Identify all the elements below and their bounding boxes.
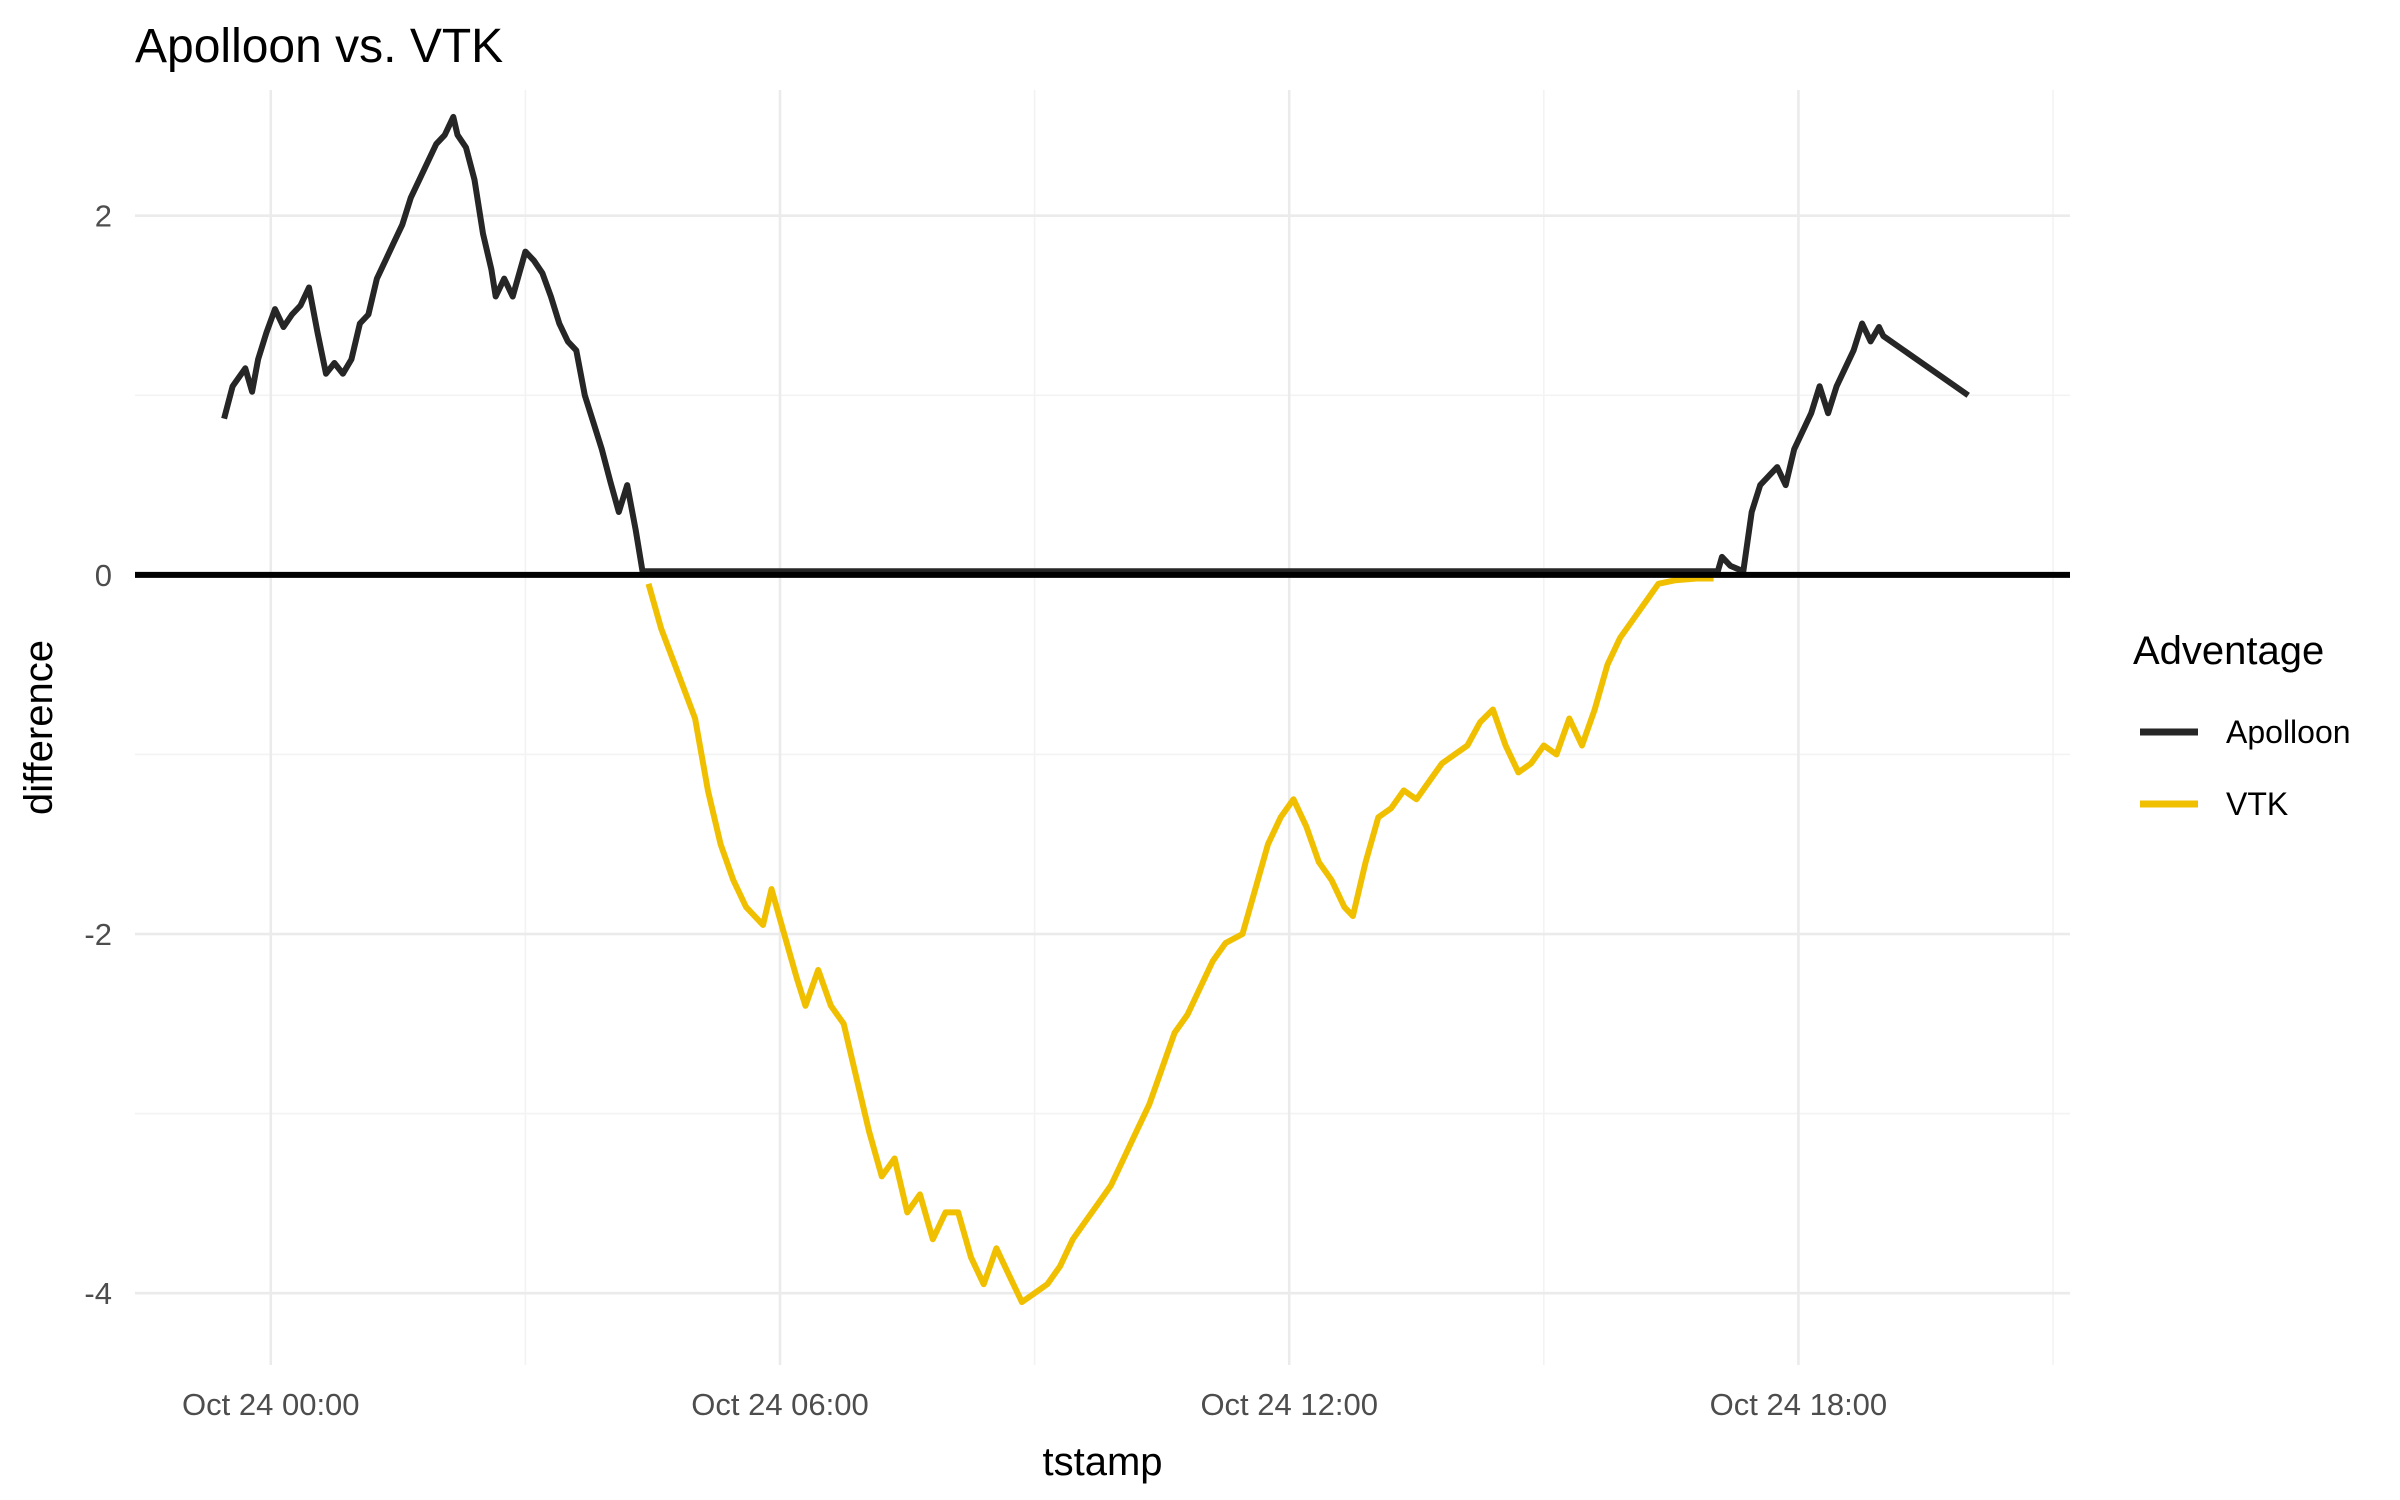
- x-axis-tick-labels: Oct 24 00:00 Oct 24 06:00 Oct 24 12:00 Oct …: [182, 1387, 1887, 1422]
- x-tick-label: Oct 24 18:00: [1710, 1387, 1888, 1422]
- series-line-vtk: [645, 575, 1714, 1306]
- y-axis-tick-labels: 2 0 -2 -4: [84, 199, 112, 1311]
- series-line-apolloon: [221, 113, 1970, 575]
- series-lines: [221, 113, 1970, 1306]
- plot-panel: [135, 90, 2070, 1365]
- x-tick-label: Oct 24 00:00: [182, 1387, 360, 1422]
- legend-label-vtk: VTK: [2226, 786, 2288, 822]
- y-tick-label: 2: [95, 199, 112, 234]
- y-tick-label: -4: [84, 1276, 112, 1311]
- legend-label-apolloon: Apolloon: [2226, 714, 2351, 750]
- x-tick-label: Oct 24 06:00: [691, 1387, 869, 1422]
- grid-minor-lines: [135, 90, 2070, 1365]
- legend: Adventage Apolloon VTK: [2133, 629, 2351, 822]
- grid-major-lines: [135, 90, 2070, 1365]
- x-axis-title: tstamp: [1042, 1440, 1162, 1484]
- chart-title: Apolloon vs. VTK: [135, 20, 503, 73]
- y-tick-label: -2: [84, 917, 112, 952]
- x-tick-label: Oct 24 12:00: [1200, 1387, 1378, 1422]
- legend-entries: Apolloon VTK: [2140, 714, 2351, 822]
- y-tick-label: 0: [95, 558, 112, 593]
- y-axis-title: difference: [17, 640, 61, 815]
- legend-title: Adventage: [2133, 629, 2324, 673]
